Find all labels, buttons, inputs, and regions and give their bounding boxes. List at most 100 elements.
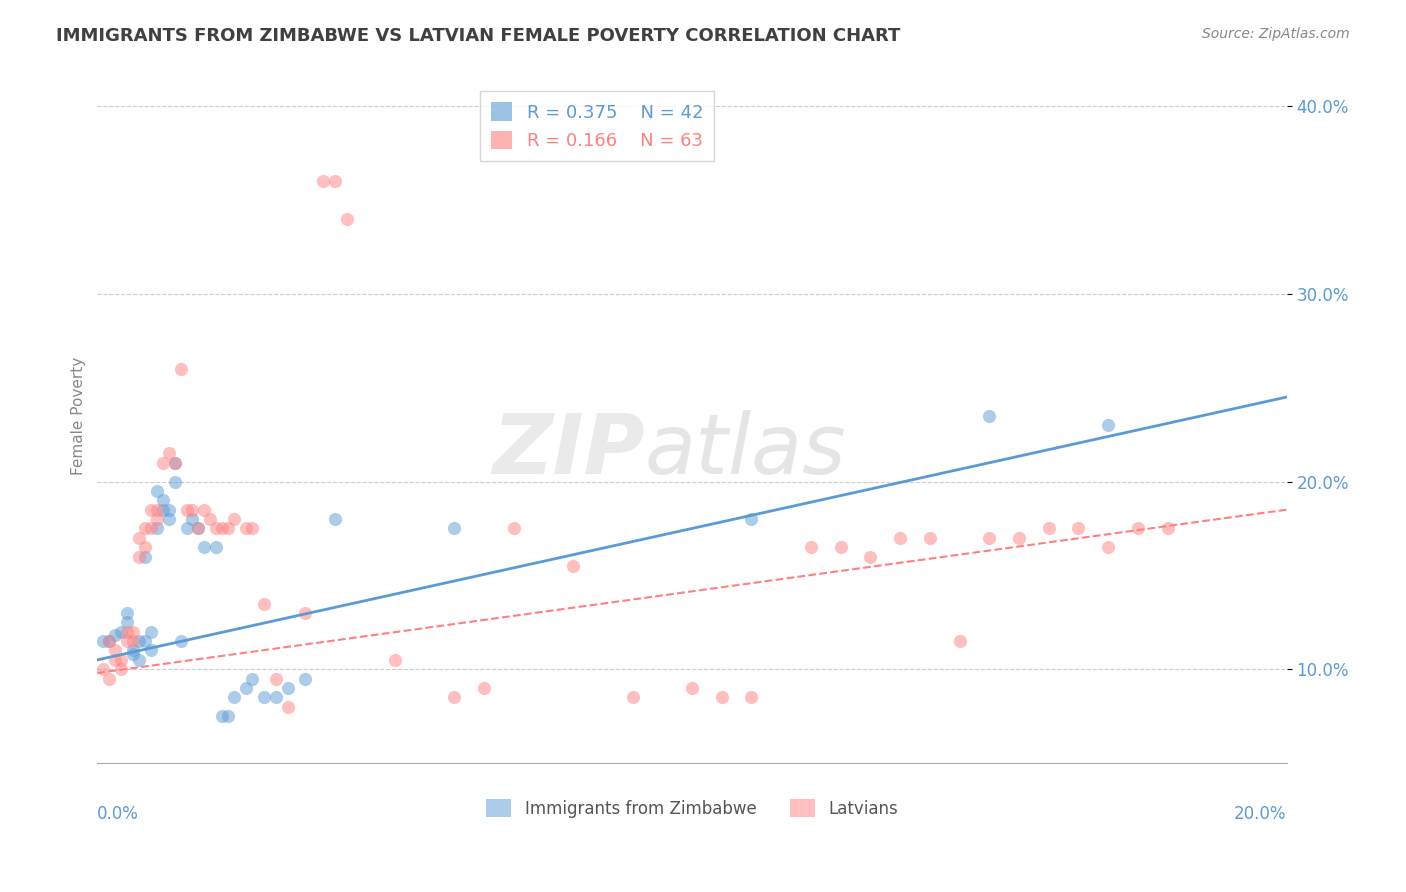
Point bbox=[235, 681, 257, 695]
Point bbox=[859, 549, 882, 564]
Point bbox=[224, 512, 246, 526]
Point bbox=[157, 512, 180, 526]
Point bbox=[253, 597, 276, 611]
Point bbox=[128, 549, 150, 564]
Point bbox=[740, 690, 762, 705]
Point bbox=[169, 362, 191, 376]
Point bbox=[294, 606, 316, 620]
Point bbox=[211, 521, 233, 535]
Point bbox=[1097, 418, 1119, 433]
Point bbox=[110, 653, 132, 667]
Point bbox=[800, 540, 823, 554]
Text: IMMIGRANTS FROM ZIMBABWE VS LATVIAN FEMALE POVERTY CORRELATION CHART: IMMIGRANTS FROM ZIMBABWE VS LATVIAN FEMA… bbox=[56, 27, 901, 45]
Point bbox=[128, 653, 150, 667]
Point bbox=[134, 521, 156, 535]
Point bbox=[115, 615, 138, 630]
Point bbox=[979, 409, 1001, 423]
Point bbox=[621, 690, 644, 705]
Point bbox=[122, 647, 145, 661]
Point bbox=[217, 709, 239, 723]
Point bbox=[681, 681, 703, 695]
Point bbox=[163, 456, 186, 470]
Point bbox=[139, 502, 162, 516]
Point bbox=[104, 628, 127, 642]
Legend: Immigrants from Zimbabwe, Latvians: Immigrants from Zimbabwe, Latvians bbox=[479, 793, 904, 824]
Point bbox=[205, 521, 228, 535]
Point bbox=[193, 540, 215, 554]
Point bbox=[98, 672, 121, 686]
Point bbox=[181, 512, 204, 526]
Point bbox=[710, 690, 733, 705]
Point bbox=[277, 699, 299, 714]
Point bbox=[323, 174, 346, 188]
Point bbox=[187, 521, 209, 535]
Point bbox=[253, 690, 276, 705]
Point bbox=[979, 531, 1001, 545]
Text: ZIP: ZIP bbox=[492, 410, 644, 491]
Point bbox=[157, 502, 180, 516]
Point bbox=[152, 502, 174, 516]
Point bbox=[472, 681, 495, 695]
Point bbox=[948, 634, 970, 648]
Point bbox=[134, 540, 156, 554]
Point bbox=[110, 624, 132, 639]
Point bbox=[193, 502, 215, 516]
Point bbox=[110, 662, 132, 676]
Point bbox=[115, 624, 138, 639]
Point bbox=[128, 531, 150, 545]
Point bbox=[1126, 521, 1149, 535]
Point bbox=[122, 643, 145, 657]
Point bbox=[146, 521, 169, 535]
Point bbox=[152, 456, 174, 470]
Point bbox=[264, 690, 287, 705]
Point bbox=[122, 624, 145, 639]
Text: atlas: atlas bbox=[644, 410, 846, 491]
Point bbox=[134, 634, 156, 648]
Point bbox=[98, 634, 121, 648]
Point bbox=[115, 606, 138, 620]
Point bbox=[157, 446, 180, 460]
Point bbox=[134, 549, 156, 564]
Point bbox=[104, 643, 127, 657]
Point bbox=[336, 211, 359, 226]
Point bbox=[277, 681, 299, 695]
Point bbox=[217, 521, 239, 535]
Point bbox=[91, 662, 114, 676]
Point bbox=[91, 634, 114, 648]
Point bbox=[1156, 521, 1178, 535]
Point bbox=[294, 672, 316, 686]
Point bbox=[146, 512, 169, 526]
Point bbox=[122, 634, 145, 648]
Text: Source: ZipAtlas.com: Source: ZipAtlas.com bbox=[1202, 27, 1350, 41]
Point bbox=[152, 493, 174, 508]
Point bbox=[115, 634, 138, 648]
Point bbox=[235, 521, 257, 535]
Point bbox=[181, 502, 204, 516]
Point bbox=[502, 521, 524, 535]
Point bbox=[312, 174, 335, 188]
Point bbox=[146, 483, 169, 498]
Point bbox=[128, 634, 150, 648]
Point bbox=[139, 521, 162, 535]
Point bbox=[139, 624, 162, 639]
Point bbox=[224, 690, 246, 705]
Point bbox=[889, 531, 911, 545]
Point bbox=[187, 521, 209, 535]
Point bbox=[211, 709, 233, 723]
Point bbox=[1038, 521, 1060, 535]
Point bbox=[146, 502, 169, 516]
Point bbox=[205, 540, 228, 554]
Point bbox=[163, 456, 186, 470]
Point bbox=[830, 540, 852, 554]
Point bbox=[740, 512, 762, 526]
Point bbox=[240, 521, 263, 535]
Point bbox=[443, 690, 465, 705]
Point bbox=[1008, 531, 1031, 545]
Point bbox=[169, 634, 191, 648]
Point bbox=[163, 475, 186, 489]
Point bbox=[918, 531, 941, 545]
Point bbox=[98, 634, 121, 648]
Y-axis label: Female Poverty: Female Poverty bbox=[72, 357, 86, 475]
Point bbox=[200, 512, 222, 526]
Point bbox=[264, 672, 287, 686]
